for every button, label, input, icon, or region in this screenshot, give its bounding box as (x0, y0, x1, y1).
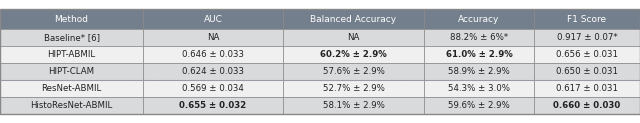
Text: ResNet-ABMIL: ResNet-ABMIL (42, 84, 102, 93)
Text: 0.646 ± 0.033: 0.646 ± 0.033 (182, 50, 244, 59)
Text: 58.9% ± 2.9%: 58.9% ± 2.9% (448, 67, 510, 76)
Text: 0.655 ± 0.032: 0.655 ± 0.032 (179, 101, 246, 110)
Bar (283, 97, 424, 114)
Text: NA: NA (348, 33, 360, 42)
Text: F1 Score: F1 Score (568, 15, 607, 23)
Bar (0, 29, 143, 46)
Bar (283, 29, 424, 46)
Text: 61.0% ± 2.9%: 61.0% ± 2.9% (445, 50, 513, 59)
Text: Baseline* [6]: Baseline* [6] (44, 33, 99, 42)
Text: 0.617 ± 0.031: 0.617 ± 0.031 (556, 84, 618, 93)
Text: NA: NA (207, 33, 219, 42)
Bar (534, 29, 640, 46)
Bar (283, 80, 424, 97)
Text: Balanced Accuracy: Balanced Accuracy (310, 15, 397, 23)
Text: 0.917 ± 0.07*: 0.917 ± 0.07* (557, 33, 618, 42)
Text: 0.660 ± 0.030: 0.660 ± 0.030 (554, 101, 621, 110)
Text: 54.3% ± 3.0%: 54.3% ± 3.0% (448, 84, 510, 93)
Bar (0, 46, 143, 63)
Bar (534, 97, 640, 114)
Bar (283, 63, 424, 80)
Bar (283, 9, 424, 29)
Bar (424, 46, 534, 63)
Text: 58.1% ± 2.9%: 58.1% ± 2.9% (323, 101, 385, 110)
Bar (424, 97, 534, 114)
Bar (143, 97, 283, 114)
Bar (0, 9, 143, 29)
Bar (424, 63, 534, 80)
Bar (534, 80, 640, 97)
Bar (0, 80, 143, 97)
Text: 57.6% ± 2.9%: 57.6% ± 2.9% (323, 67, 385, 76)
Bar (283, 46, 424, 63)
Text: 60.2% ± 2.9%: 60.2% ± 2.9% (320, 50, 387, 59)
Bar (143, 63, 283, 80)
Bar (0, 97, 143, 114)
Bar (143, 9, 283, 29)
Bar (143, 46, 283, 63)
Bar (534, 46, 640, 63)
Text: 0.656 ± 0.031: 0.656 ± 0.031 (556, 50, 618, 59)
Text: 0.650 ± 0.031: 0.650 ± 0.031 (556, 67, 618, 76)
Bar (424, 29, 534, 46)
Bar (534, 63, 640, 80)
Bar (0, 9, 640, 114)
Text: HIPT-ABMIL: HIPT-ABMIL (47, 50, 95, 59)
Text: 0.569 ± 0.034: 0.569 ± 0.034 (182, 84, 244, 93)
Text: Accuracy: Accuracy (458, 15, 500, 23)
Text: HistoResNet-ABMIL: HistoResNet-ABMIL (30, 101, 113, 110)
Bar (534, 9, 640, 29)
Text: Method: Method (54, 15, 88, 23)
Text: AUC: AUC (204, 15, 223, 23)
Text: 52.7% ± 2.9%: 52.7% ± 2.9% (323, 84, 385, 93)
Bar (143, 80, 283, 97)
Bar (0, 63, 143, 80)
Bar (424, 80, 534, 97)
Text: 59.6% ± 2.9%: 59.6% ± 2.9% (448, 101, 510, 110)
Bar (143, 29, 283, 46)
Text: 88.2% ± 6%*: 88.2% ± 6%* (450, 33, 508, 42)
Text: HIPT-CLAM: HIPT-CLAM (49, 67, 95, 76)
Bar (424, 9, 534, 29)
Text: 0.624 ± 0.033: 0.624 ± 0.033 (182, 67, 244, 76)
